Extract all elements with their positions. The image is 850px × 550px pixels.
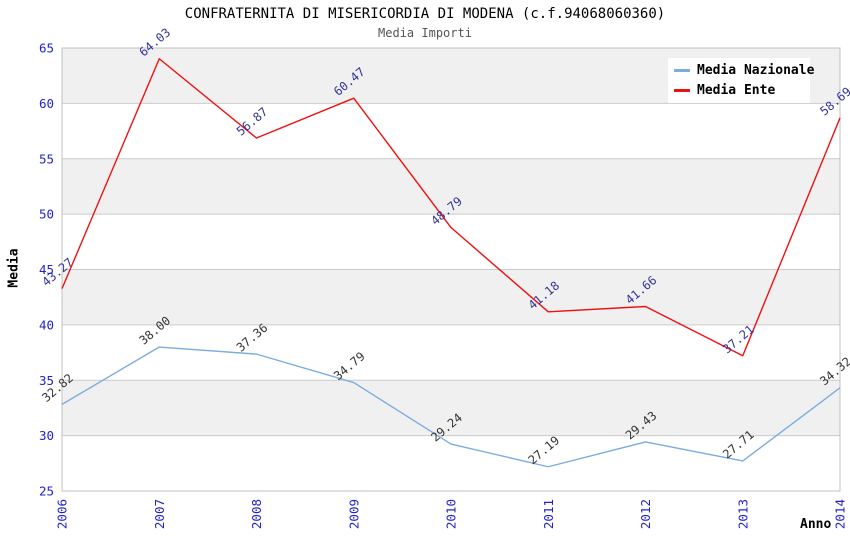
x-tick-label: 2008 <box>249 499 264 529</box>
legend-swatch-media-nazionale-icon <box>674 69 690 72</box>
x-tick-label: 2013 <box>735 499 750 529</box>
y-tick-label: 50 <box>39 207 54 222</box>
y-tick-label: 60 <box>39 96 54 111</box>
series-line-media-nazionale <box>61 346 841 468</box>
plot-band <box>62 380 840 436</box>
x-tick-label: 2009 <box>346 499 361 529</box>
point-label: 56.87 <box>234 105 271 139</box>
legend-item-media-nazionale: Media Nazionale <box>674 63 814 78</box>
y-tick-label: 40 <box>39 317 54 332</box>
legend-item-media-ente: Media Ente <box>674 83 810 98</box>
y-tick-label: 65 <box>39 41 54 56</box>
x-tick-label: 2007 <box>152 499 167 529</box>
point-label: 27.19 <box>526 433 563 467</box>
y-tick-label: 55 <box>39 151 54 166</box>
y-tick-label: 35 <box>39 373 54 388</box>
x-tick-label: 2010 <box>444 499 459 529</box>
point-label: 34.79 <box>331 349 368 383</box>
y-tick-label: 45 <box>39 262 54 277</box>
chart-subtitle: Media Importi <box>378 26 472 40</box>
x-tick-label: 2012 <box>638 499 653 529</box>
point-label: 37.21 <box>720 322 757 356</box>
plot-band <box>62 269 840 325</box>
plot-border <box>61 47 841 492</box>
legend: Media Nazionale Media Ente <box>668 58 814 103</box>
x-tick-label: 2006 <box>55 499 70 529</box>
chart-title: CONFRATERNITA DI MISERICORDIA DI MODENA … <box>184 6 666 22</box>
y-tick-label: 30 <box>39 428 54 443</box>
y-tick-label: 25 <box>39 484 54 499</box>
series-line-media-ente <box>61 58 841 357</box>
x-tick-label: 2011 <box>541 499 556 529</box>
legend-swatch-media-ente-icon <box>674 89 690 92</box>
legend-label-media-ente: Media Ente <box>697 83 776 98</box>
x-tick-label: 2014 <box>833 499 848 529</box>
point-label: 37.36 <box>234 321 271 355</box>
x-axis-title: Anno <box>800 517 832 532</box>
legend-label-media-nazionale: Media Nazionale <box>697 63 815 78</box>
plot-band <box>62 158 840 215</box>
y-axis-title: Media <box>6 248 22 288</box>
